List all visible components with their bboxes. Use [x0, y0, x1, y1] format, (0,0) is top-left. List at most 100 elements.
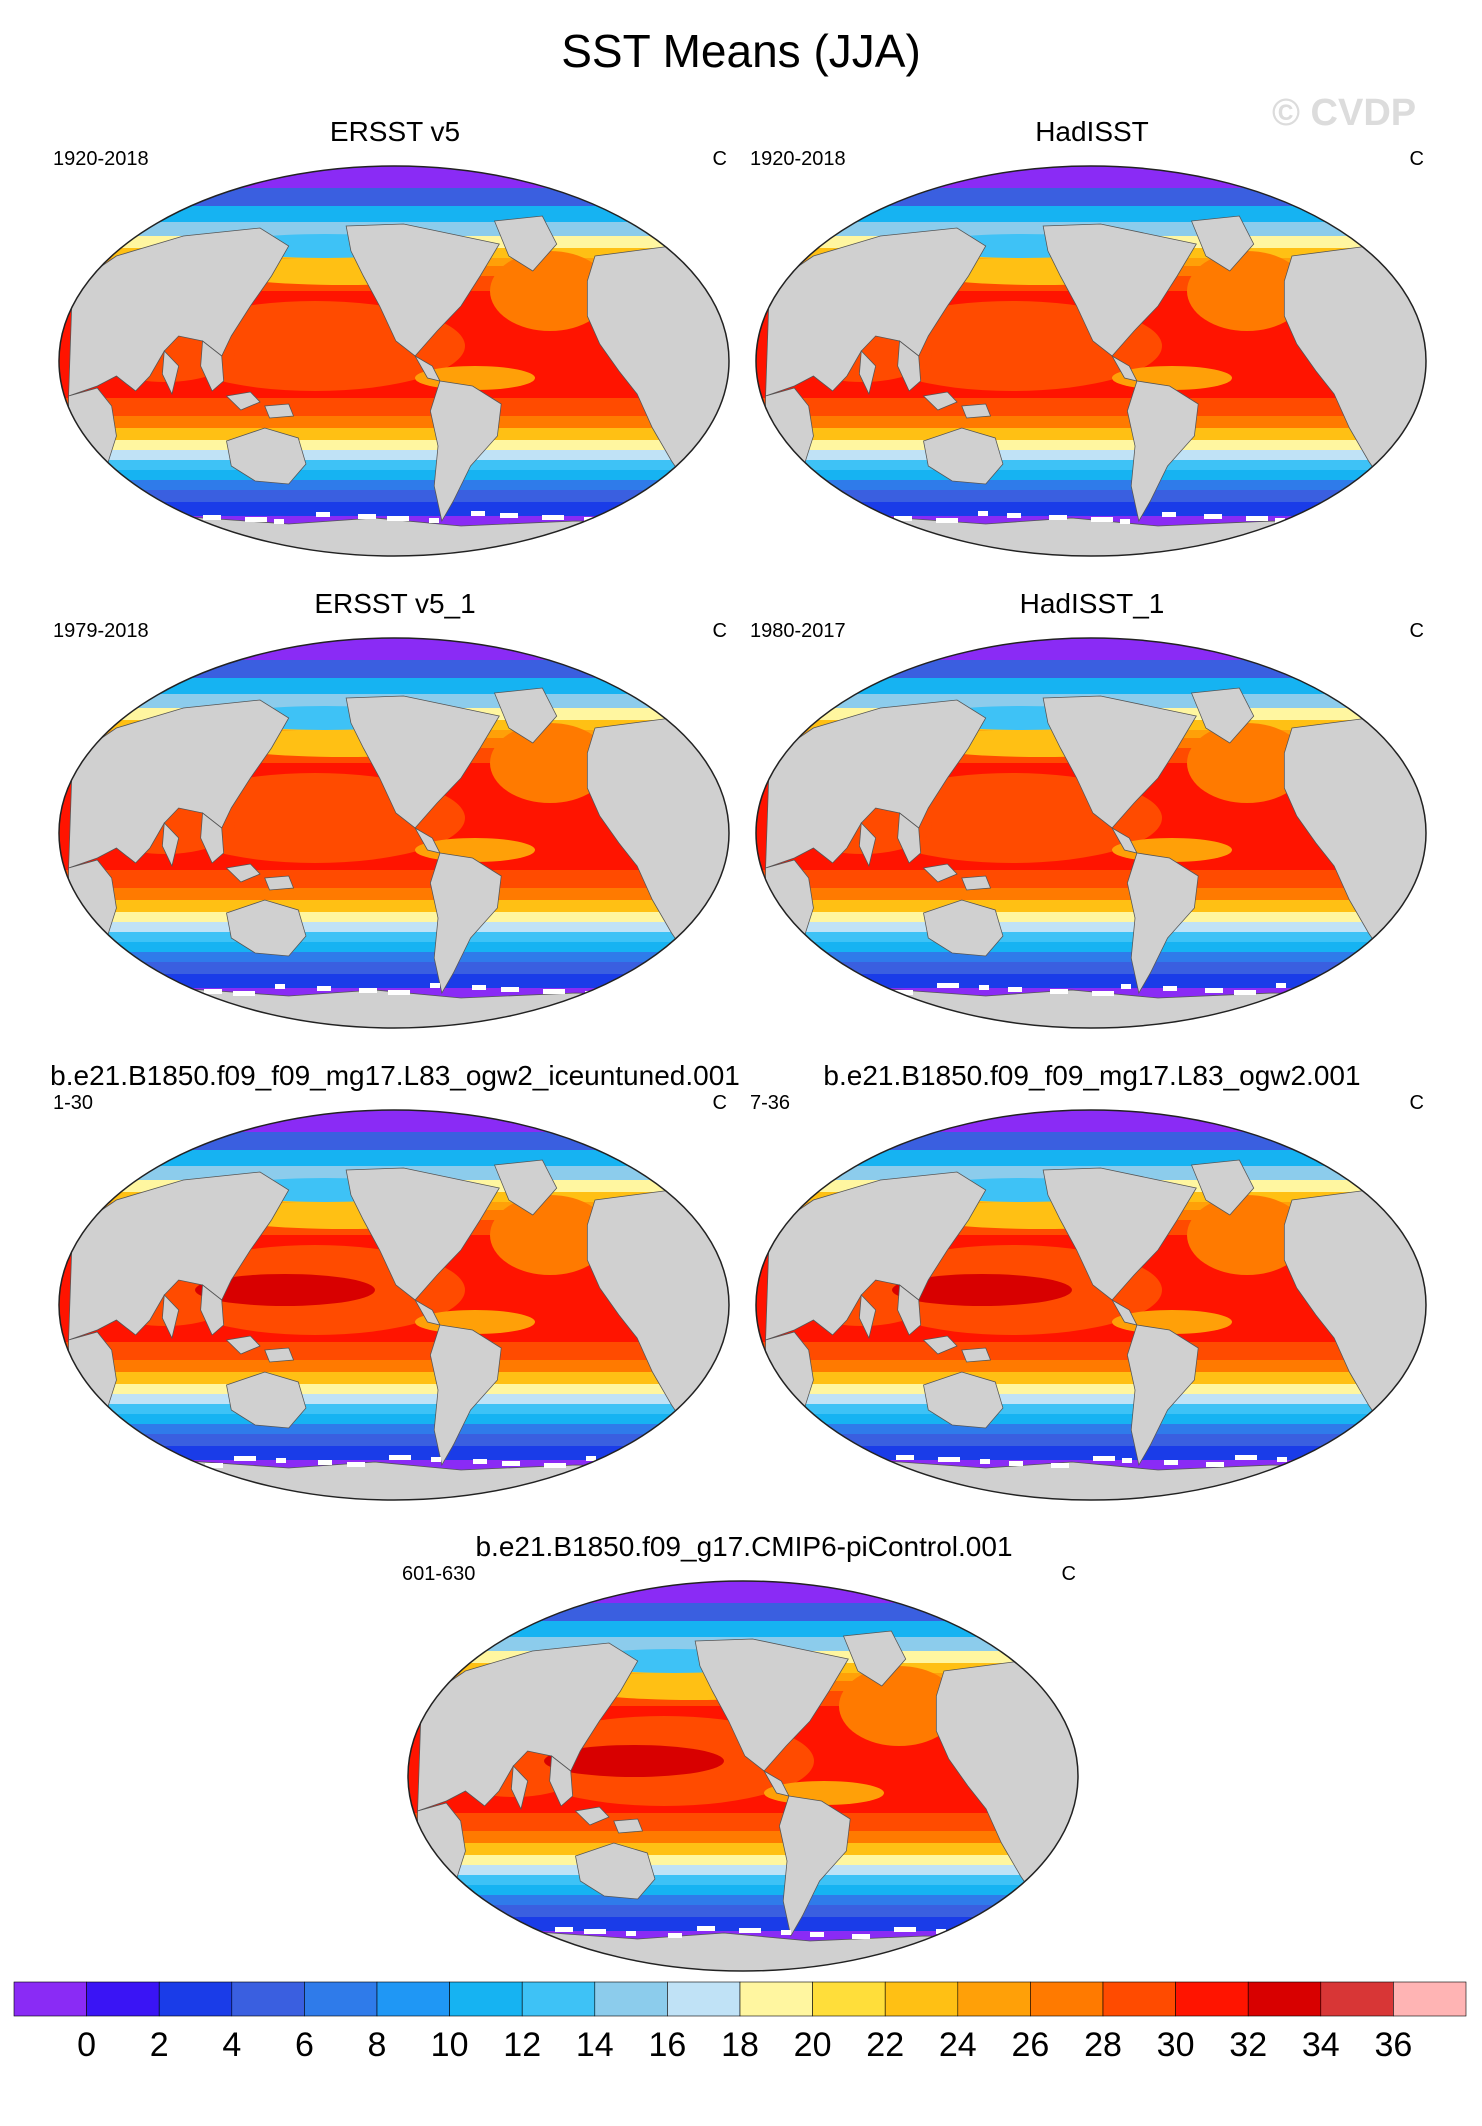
colorbar-box [1102, 1981, 1176, 2017]
ice-edge [502, 1461, 520, 1466]
colorbar-tick-label: 34 [1302, 2026, 1340, 2064]
ice-edge [824, 986, 834, 991]
panel-units: C [1409, 620, 1424, 642]
land-mass [765, 1331, 814, 1441]
ice-edge [781, 1930, 791, 1935]
ice-edge [473, 1459, 487, 1464]
atlantic-warm [1187, 251, 1307, 331]
land-mass [1190, 687, 1255, 744]
land-mass [200, 812, 225, 864]
ice-edge [347, 1462, 365, 1467]
ice-edge [584, 1929, 606, 1934]
land-mass [59, 1459, 729, 1500]
atlantic-warm [490, 723, 610, 803]
land-mass [161, 1294, 180, 1340]
ice-edge [1121, 984, 1131, 989]
sst-band [408, 1581, 1078, 1603]
sst-band [756, 480, 1426, 490]
sst-band [756, 922, 1426, 932]
sst-band [59, 678, 729, 694]
ice-edge [233, 991, 255, 996]
ice-edge [937, 983, 959, 988]
sst-band [59, 974, 729, 988]
land-mass [923, 427, 1004, 485]
ice-edge [234, 1456, 256, 1461]
land-mass [923, 899, 1004, 957]
ice-edge [501, 987, 519, 992]
hot-core [544, 1745, 724, 1777]
hot-core [195, 1274, 375, 1306]
sst-band [756, 1110, 1426, 1132]
sst-band [756, 1342, 1426, 1360]
land-mass [68, 859, 117, 969]
sst-band [59, 440, 729, 450]
ice-edge [655, 512, 673, 517]
panel-title: ERSST v5 [329, 116, 461, 147]
land-mass [68, 1331, 117, 1441]
land-mass [756, 1459, 1426, 1500]
ice-edge [1389, 989, 1411, 994]
sst-band [59, 450, 729, 460]
land-mass [756, 987, 1426, 1028]
ice-edge [1276, 983, 1286, 988]
panel-title: HadISST [1035, 116, 1149, 147]
ice-edge [866, 988, 880, 993]
land-mass [613, 1818, 644, 1834]
ice-edge [699, 1462, 721, 1467]
land-mass [1126, 1324, 1199, 1467]
panel-units: C [1061, 1563, 1076, 1585]
ice-edge [1317, 511, 1331, 516]
colorbar-tick-label: 6 [295, 2026, 314, 2064]
colorbar-box [884, 1981, 959, 2017]
colorbar-tick-label: 24 [939, 2026, 977, 2064]
ice-edge [1277, 1457, 1287, 1462]
land-mass [225, 391, 261, 411]
sst-band [408, 1621, 1078, 1637]
sst-band [59, 398, 729, 416]
land-mass [574, 1806, 610, 1826]
ice-edge [1319, 1459, 1333, 1464]
sst-band [756, 416, 1426, 428]
sst-band [59, 1424, 729, 1434]
land-mass [493, 1159, 558, 1216]
map-body [59, 638, 729, 1028]
colorbar-box [667, 1981, 741, 2017]
sst-band [408, 1813, 1078, 1831]
ice-edge [162, 987, 176, 992]
ice-edge [626, 1931, 636, 1936]
sst-band [756, 638, 1426, 660]
ice-edge [1049, 1926, 1071, 1931]
land-mass [1283, 245, 1426, 497]
land-mass [510, 1765, 529, 1811]
land-mass [897, 812, 922, 864]
ice-edge [500, 513, 518, 518]
sst-band [408, 1865, 1078, 1875]
sst-band [756, 952, 1426, 962]
colorbar-tick-label: 26 [1011, 2026, 1049, 2064]
sst-band [756, 502, 1426, 516]
ice-edge [980, 1459, 990, 1464]
map-panel-hadisst: HadISST 1920-2018 C [742, 116, 1442, 566]
map-body [756, 638, 1426, 1028]
land-mass [961, 875, 992, 891]
land-mass [345, 1167, 500, 1301]
ice-edge [697, 1926, 715, 1931]
sst-band [59, 416, 729, 428]
sst-band [756, 470, 1426, 480]
land-mass [345, 223, 500, 357]
sst-band [59, 912, 729, 922]
ice-edge [1050, 989, 1068, 994]
land-mass [858, 1294, 877, 1340]
ice-edge [430, 983, 440, 988]
colorbar-tick-label: 22 [866, 2026, 904, 2064]
panel-years: 1920-2018 [750, 148, 846, 170]
ice-edge [203, 515, 221, 520]
map-border [755, 165, 1427, 557]
land-mass [264, 875, 295, 891]
ice-edge [810, 1932, 824, 1937]
land-mass [408, 1930, 1078, 1971]
colorbar-box [594, 1981, 668, 2017]
map-graphic [755, 1109, 1427, 1501]
sst-band [59, 1342, 729, 1360]
sst-band [59, 1110, 729, 1132]
